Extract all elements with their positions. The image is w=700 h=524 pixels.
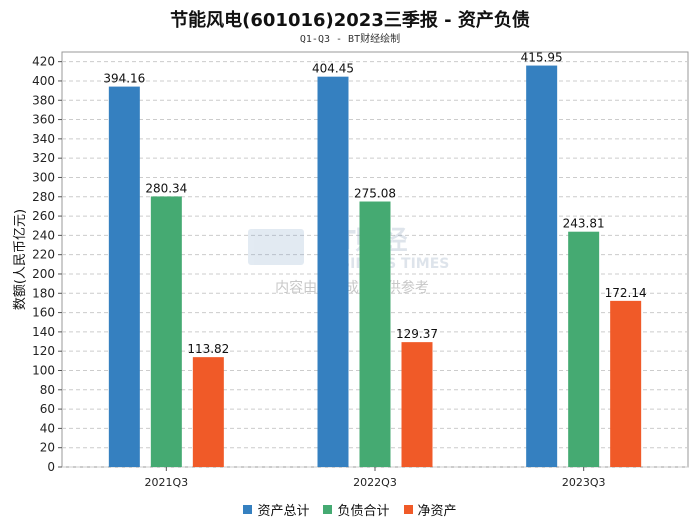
- bar: [108, 86, 140, 467]
- bar-value-label: 280.34: [145, 181, 187, 195]
- y-tick-label: 320: [32, 151, 55, 165]
- bar-value-label: 404.45: [312, 62, 354, 76]
- bar-value-label: 129.37: [396, 327, 438, 341]
- y-tick-label: 160: [32, 306, 55, 320]
- bar-value-label: 172.14: [605, 286, 647, 300]
- y-tick-label: 60: [40, 402, 55, 416]
- legend-item: 负债合计: [323, 500, 390, 519]
- bar-value-label: 243.81: [563, 217, 605, 231]
- bar-value-label: 275.08: [354, 187, 396, 201]
- y-tick-label: 420: [32, 55, 55, 69]
- y-tick-label: 140: [32, 325, 55, 339]
- y-tick-label: 20: [40, 441, 55, 455]
- y-tick-label: 80: [40, 383, 55, 397]
- y-tick-label: 0: [47, 460, 55, 474]
- y-tick-label: 280: [32, 190, 55, 204]
- y-tick-label: 260: [32, 209, 55, 223]
- bar: [568, 231, 600, 467]
- y-tick-label: 200: [32, 267, 55, 281]
- legend-swatch: [323, 505, 333, 514]
- y-tick-label: 220: [32, 248, 55, 262]
- y-tick-label: 400: [32, 74, 55, 88]
- y-tick-label: 300: [32, 170, 55, 184]
- bar-value-label: 113.82: [187, 342, 229, 356]
- bar: [317, 76, 349, 467]
- y-tick-label: 380: [32, 93, 55, 107]
- legend-swatch: [243, 505, 253, 514]
- y-tick-label: 360: [32, 113, 55, 127]
- bar: [610, 300, 642, 467]
- legend-label: 净资产: [417, 504, 457, 519]
- y-axis-label: 数额(人民币亿元): [13, 209, 28, 310]
- x-tick-label: 2022Q3: [353, 476, 397, 489]
- y-tick-label: 180: [32, 286, 55, 300]
- legend-item: 净资产: [403, 500, 457, 519]
- y-tick-label: 340: [32, 132, 55, 146]
- x-tick-label: 2023Q3: [562, 476, 606, 489]
- chart-legend: 资产总计 负债合计 净资产: [0, 500, 700, 519]
- bar: [359, 201, 391, 467]
- bar: [192, 357, 224, 467]
- bar-value-label: 415.95: [521, 51, 563, 65]
- watermark-logo: [248, 229, 304, 265]
- bar: [150, 196, 182, 467]
- legend-item: 资产总计: [243, 500, 309, 519]
- watermark-notice: 内容由AI生成，仅供参考: [275, 279, 429, 296]
- chart-title: 节能风电(601016)2023三季报 - 资产负债: [170, 10, 530, 31]
- legend-swatch: [403, 505, 413, 514]
- chart-subtitle: Q1-Q3 - BT财经绘制: [299, 34, 401, 45]
- y-tick-label: 120: [32, 344, 55, 358]
- y-tick-label: 100: [32, 363, 55, 377]
- y-tick-label: 40: [40, 421, 55, 435]
- legend-label: 资产总计: [257, 504, 310, 519]
- y-tick-label: 240: [32, 228, 55, 242]
- x-tick-label: 2021Q3: [145, 476, 189, 489]
- bar: [526, 65, 558, 468]
- bar: [401, 342, 433, 467]
- legend-label: 负债合计: [337, 504, 390, 519]
- bar-value-label: 394.16: [103, 72, 145, 86]
